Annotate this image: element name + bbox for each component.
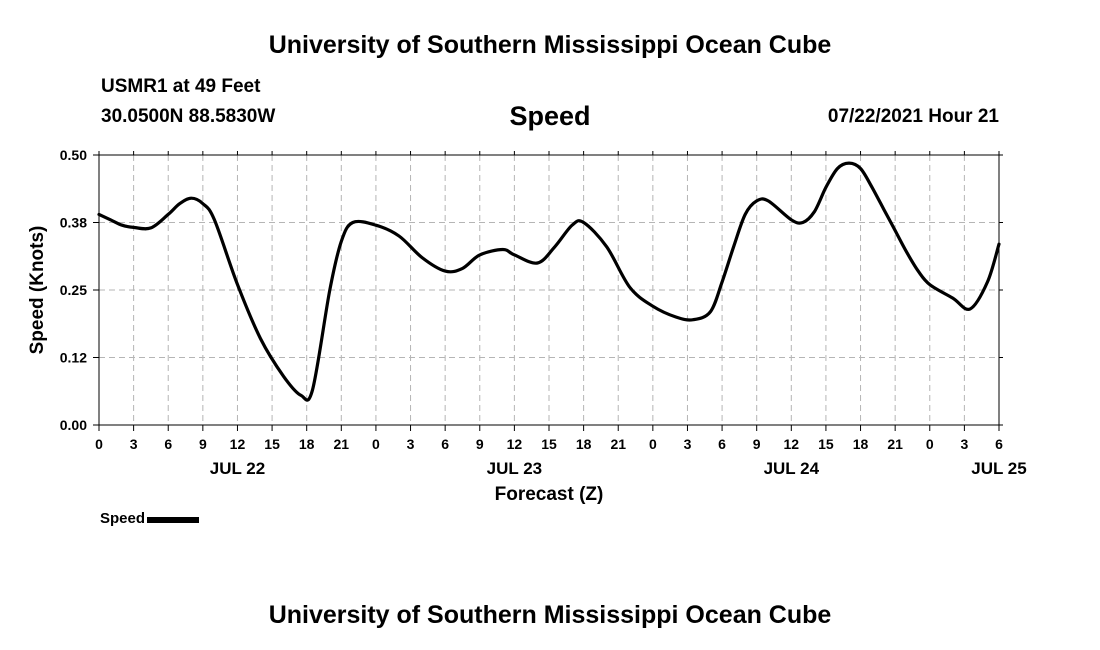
x-tick-label: 9 [753, 436, 761, 452]
x-tick-label: 21 [887, 436, 903, 452]
datestamp-label: 07/22/2021 Hour 21 [827, 106, 999, 127]
x-axis-title: Forecast (Z) [495, 484, 604, 505]
coordinates-label: 30.0500N 88.5830W [101, 106, 276, 127]
x-tick-label: 12 [507, 436, 523, 452]
x-tick-label: 3 [960, 436, 968, 452]
x-tick-label: 18 [853, 436, 869, 452]
x-tick-label: 9 [199, 436, 207, 452]
x-tick-label: 21 [334, 436, 350, 452]
date-label: JUL 22 [210, 459, 265, 478]
y-axis-title: Speed (Knots) [27, 226, 48, 355]
x-tick-label: 6 [441, 436, 449, 452]
x-tick-label: 3 [130, 436, 138, 452]
x-tick-label: 6 [164, 436, 172, 452]
x-tick-label: 0 [649, 436, 657, 452]
x-tick-label: 3 [407, 436, 415, 452]
x-tick-label: 18 [576, 436, 592, 452]
x-tick-label: 9 [476, 436, 484, 452]
x-tick-label: 15 [818, 436, 834, 452]
station-label: USMR1 at 49 Feet [101, 76, 261, 97]
x-tick-label: 12 [230, 436, 246, 452]
chart-title: University of Southern Mississippi Ocean… [268, 31, 832, 59]
variable-title: Speed [509, 101, 591, 131]
x-tick-label: 0 [372, 436, 380, 452]
y-tick-label: 0.25 [60, 282, 87, 298]
series-line-speed [97, 161, 1001, 402]
legend: Speed [100, 510, 200, 527]
date-label: JUL 25 [971, 459, 1026, 478]
footer-title: University of Southern Mississippi Ocean… [268, 601, 832, 629]
y-tick-label: 0.50 [60, 147, 87, 163]
date-label: JUL 23 [487, 459, 542, 478]
x-tick-label: 3 [684, 436, 692, 452]
date-label: JUL 24 [764, 459, 820, 478]
x-tick-label: 0 [926, 436, 934, 452]
x-tick-label: 15 [264, 436, 280, 452]
plot-frame [98, 154, 1000, 426]
legend-swatch [147, 517, 200, 523]
x-tick-label: 6 [718, 436, 726, 452]
x-tick-label: 18 [299, 436, 315, 452]
x-tick-label: 0 [95, 436, 103, 452]
x-tick-label: 15 [541, 436, 557, 452]
y-tick-label: 0.38 [60, 215, 87, 231]
x-tick-label: 6 [995, 436, 1003, 452]
x-tick-label: 12 [784, 436, 800, 452]
y-tick-label: 0.00 [60, 417, 87, 433]
y-tick-label: 0.12 [60, 350, 87, 366]
legend-label: Speed [100, 510, 146, 527]
x-tick-label: 21 [610, 436, 626, 452]
